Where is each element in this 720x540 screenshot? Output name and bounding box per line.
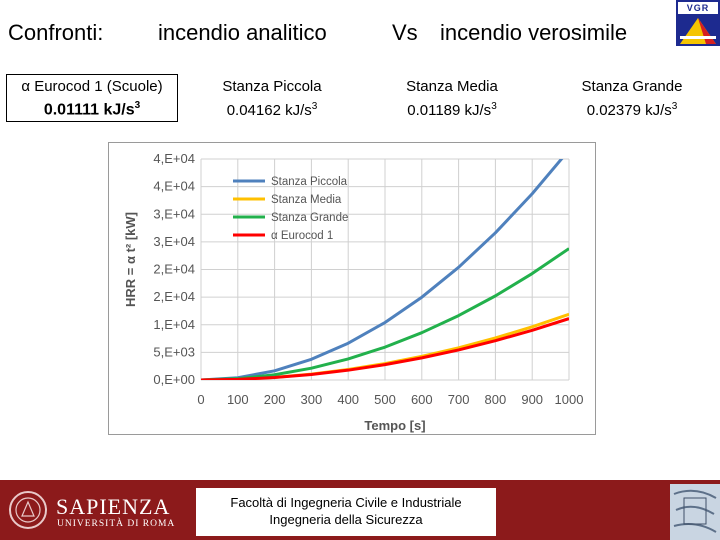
series-line-0 [201,159,564,380]
y-tick-label: 4,E+04 [153,151,195,166]
y-tick-label: 3,E+04 [153,206,195,221]
analytic-fire-label: incendio analitico [158,20,327,45]
x-tick-label: 200 [264,392,286,407]
header-eurocode: α Eurocod 1 (Scuole) [6,74,178,98]
corner-thumbnail [670,484,720,540]
header-medium-room: Stanza Media [406,77,498,95]
x-tick-label: 500 [374,392,396,407]
faculty-line-1: Facoltà di Ingegneria Civile e Industria… [230,495,462,510]
value-small-room: 0.04162 kJ/s3 [226,101,318,119]
y-tick-label: 0,E+00 [153,372,195,387]
vgr-logo-mark [676,14,720,46]
x-tick-label: 600 [411,392,433,407]
y-tick-label: 4,E+04 [153,179,195,194]
y-tick-label: 5,E+03 [153,344,195,359]
thumbnail-image [670,484,720,540]
x-axis-label: Tempo [s] [364,418,425,433]
x-tick-label: 700 [448,392,470,407]
x-tick-label: 1000 [555,392,584,407]
sapienza-seal-icon [9,491,47,529]
title-row: Confronti: incendio analitico Vs incendi… [0,18,720,54]
legend-label: Stanza Piccola [271,176,348,188]
x-tick-label: 400 [337,392,359,407]
header-large-room: Stanza Grande [581,77,683,95]
faculty-box: Facoltà di Ingegneria Civile e Industria… [196,488,496,536]
y-tick-label: 3,E+04 [153,234,195,249]
footer-bar: SAPIENZA UNIVERSITÀ DI ROMA Facoltà di I… [0,480,720,540]
legend-label: α Eurocod 1 [271,230,333,242]
series-line-3 [201,317,569,380]
vgr-logo-text: VGR [678,2,718,14]
comparisons-label: Confronti: [8,20,104,45]
x-tick-label: 0 [197,392,204,407]
legend-label: Stanza Grande [271,212,348,224]
versus-label: Vs [392,20,418,45]
header-small-room: Stanza Piccola [222,77,322,95]
series-line-2 [201,247,569,380]
vgr-logo: VGR [676,0,720,46]
university-name: SAPIENZA [56,494,171,519]
hrr-chart-svg: 0,E+00 5,E+03 1,E+04 2,E+04 2,E+04 3,E+04 3,E+… [123,151,584,433]
y-tick-label: 1,E+04 [153,317,195,332]
y-axis-label: HRR = α t² [kW] [123,212,138,307]
x-tick-label: 800 [485,392,507,407]
x-tick-label: 900 [521,392,543,407]
value-medium-room: 0.01189 kJ/s3 [407,101,497,119]
y-tick-label: 2,E+04 [153,262,195,277]
x-tick-label: 100 [227,392,249,407]
legend-label: Stanza Media [271,194,342,206]
faculty-line-2: Ingegneria della Sicurezza [269,512,423,527]
value-eurocode: 0.01111 kJ/s3 [6,98,178,122]
x-tick-label: 300 [301,392,323,407]
hrr-chart: 0,E+00 5,E+03 1,E+04 2,E+04 2,E+04 3,E+04 3,E+… [108,142,596,435]
university-subtitle: UNIVERSITÀ DI ROMA [57,519,176,529]
realistic-fire-label: incendio verosimile [440,20,628,45]
coefficients-table: α Eurocod 1 (Scuole) Stanza Piccola Stan… [6,74,718,122]
y-tick-label: 2,E+04 [153,289,195,304]
value-large-room: 0.02379 kJ/s3 [586,101,678,119]
